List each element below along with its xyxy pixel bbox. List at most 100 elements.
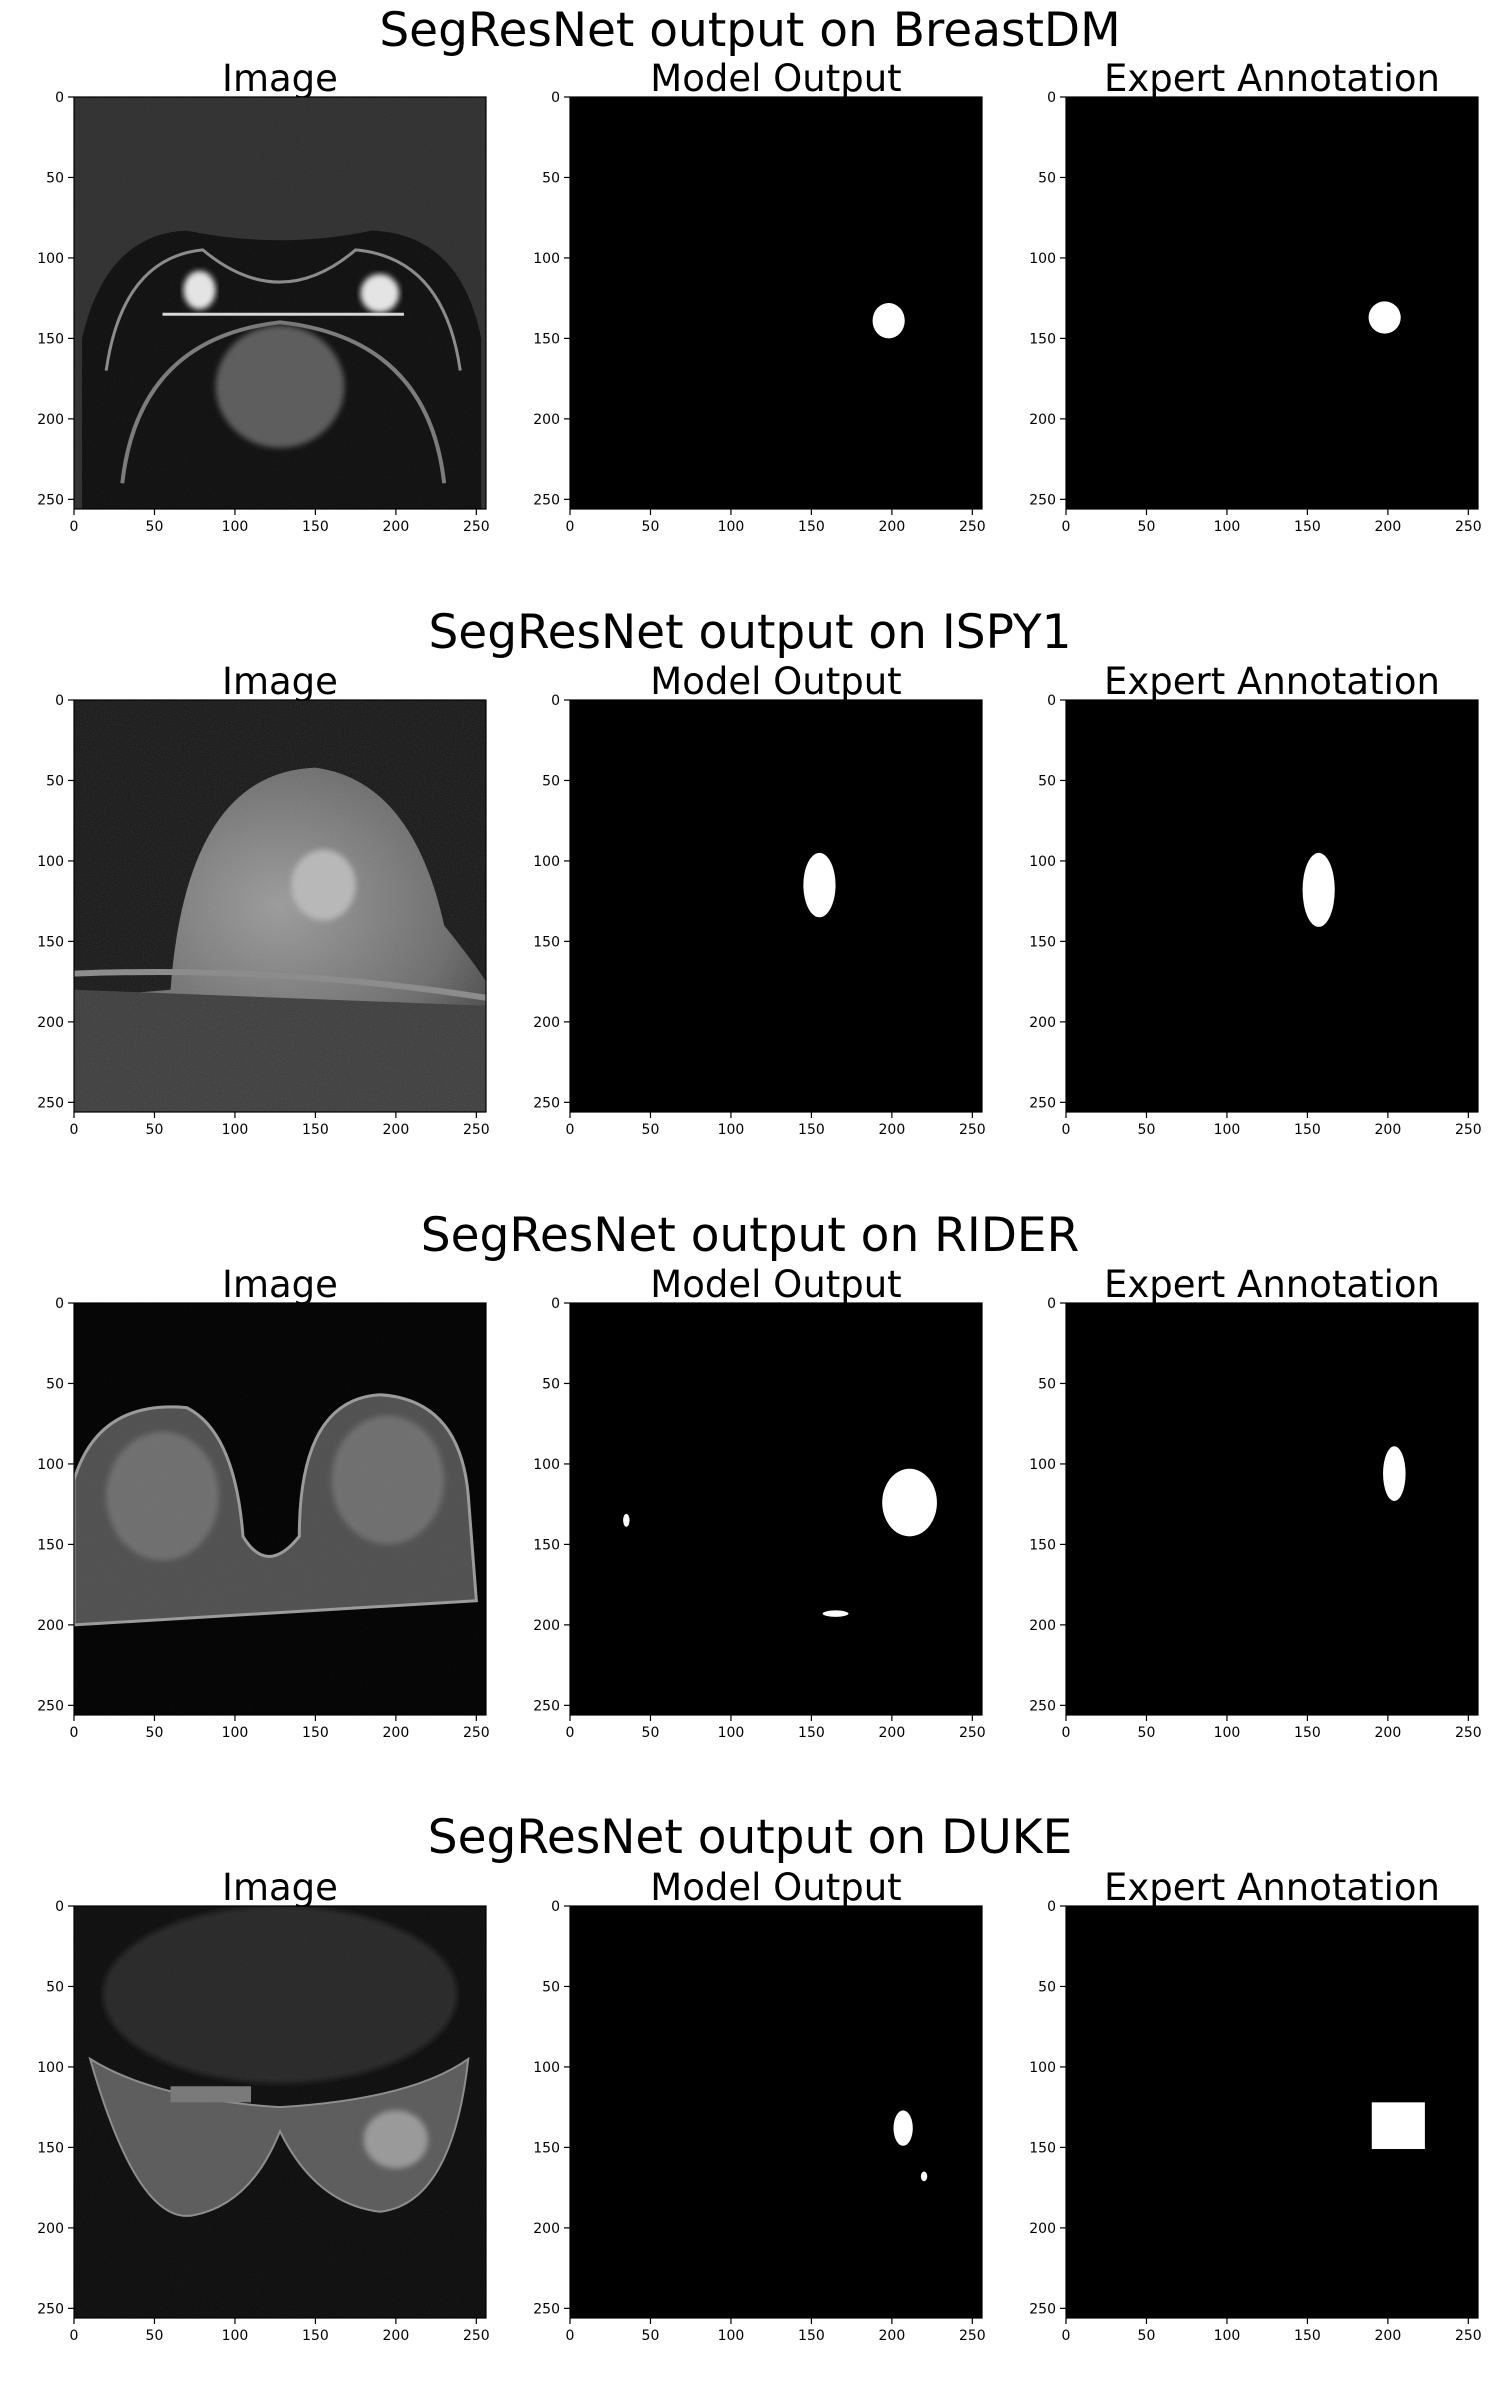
x-tick-label: 250 [1455, 1122, 1482, 1138]
y-tick-label: 150 [37, 2140, 64, 2156]
y-tick-label: 0 [551, 1296, 560, 1312]
x-tick-label: 0 [70, 519, 79, 535]
x-tick-label: 0 [70, 1725, 79, 1741]
panel-mask: Model Output 0 0 50 50 100 100 150 150 200 200 250 2… [533, 57, 985, 535]
panel-mask: Model Output 0 0 50 50 100 100 150 150 200 200 250 2… [533, 660, 985, 1138]
segmentation-box [1371, 2102, 1425, 2150]
y-tick-label: 150 [533, 934, 560, 950]
x-tick-label: 200 [1375, 1122, 1402, 1138]
x-tick-label: 200 [1375, 2328, 1402, 2344]
x-tick-label: 250 [463, 1725, 490, 1741]
x-tick-label: 250 [463, 1122, 490, 1138]
y-tick-label: 250 [1029, 1698, 1056, 1714]
x-tick-label: 200 [879, 1725, 906, 1741]
y-tick-label: 200 [37, 1015, 64, 1031]
panel-title: Model Output [650, 1866, 901, 1909]
segmentation-blob [1368, 301, 1401, 334]
x-tick-label: 0 [1062, 1725, 1071, 1741]
x-tick-label: 100 [1214, 1725, 1241, 1741]
y-tick-label: 250 [37, 492, 64, 508]
x-tick-label: 50 [146, 2328, 164, 2344]
figure-rows: SegResNet output on BreastDM Image 0 0 50 50 1… [37, 3, 1481, 2344]
panel-title: Expert Annotation [1104, 57, 1440, 100]
y-tick-label: 100 [37, 251, 64, 267]
x-tick-label: 50 [146, 1725, 164, 1741]
panel-title: Image [222, 660, 338, 703]
x-tick-label: 50 [642, 519, 660, 535]
y-tick-label: 150 [533, 2140, 560, 2156]
x-tick-label: 0 [70, 2328, 79, 2344]
x-tick-label: 50 [146, 519, 164, 535]
row-3: SegResNet output on DUKE Image 0 0 50 50 100 10… [37, 1810, 1481, 2344]
segmentation-blob [623, 1513, 630, 1527]
y-tick-label: 250 [533, 1698, 560, 1714]
y-tick-label: 50 [542, 170, 560, 186]
y-tick-label: 100 [533, 1457, 560, 1473]
x-tick-label: 50 [1138, 1122, 1156, 1138]
y-tick-label: 50 [1038, 773, 1056, 789]
y-tick-label: 100 [1029, 1457, 1056, 1473]
mask-image [570, 700, 982, 1112]
y-tick-label: 200 [1029, 1015, 1056, 1031]
y-tick-label: 0 [55, 693, 64, 709]
mask-image [1066, 1906, 1478, 2318]
row-0: SegResNet output on BreastDM Image 0 0 50 50 1… [37, 3, 1481, 535]
mask-image [570, 97, 982, 509]
x-tick-label: 0 [566, 1122, 575, 1138]
x-tick-label: 100 [718, 2328, 745, 2344]
x-tick-label: 150 [302, 519, 329, 535]
y-tick-label: 200 [37, 2221, 64, 2237]
y-tick-label: 150 [533, 331, 560, 347]
x-tick-label: 250 [959, 1122, 986, 1138]
y-tick-label: 150 [1029, 331, 1056, 347]
panel-title: Expert Annotation [1104, 1263, 1440, 1306]
x-tick-label: 100 [222, 2328, 249, 2344]
x-tick-label: 100 [718, 1725, 745, 1741]
segmentation-blob [1302, 852, 1335, 927]
y-tick-label: 200 [533, 2221, 560, 2237]
x-tick-label: 200 [879, 1122, 906, 1138]
panel-duke-image: Image 0 0 50 50 100 100 150 150 200 200 250 250 [37, 1866, 489, 2344]
y-tick-label: 250 [533, 492, 560, 508]
panel-mask: Model Output 0 0 50 50 100 100 150 150 200 200 250 2… [533, 1866, 985, 2344]
y-tick-label: 100 [533, 2060, 560, 2076]
x-tick-label: 250 [463, 519, 490, 535]
y-tick-label: 0 [551, 693, 560, 709]
x-tick-label: 200 [1375, 1725, 1402, 1741]
x-tick-label: 150 [302, 1725, 329, 1741]
y-tick-label: 150 [37, 331, 64, 347]
x-tick-label: 250 [959, 1725, 986, 1741]
y-tick-label: 50 [542, 1376, 560, 1392]
x-tick-label: 100 [222, 519, 249, 535]
x-tick-label: 0 [566, 1725, 575, 1741]
mask-image [1066, 700, 1478, 1112]
y-tick-label: 50 [46, 1376, 64, 1392]
axes-frame [1065, 96, 1479, 510]
x-tick-label: 0 [1062, 1122, 1071, 1138]
y-tick-label: 100 [533, 854, 560, 870]
y-tick-label: 50 [46, 773, 64, 789]
x-tick-label: 250 [1455, 2328, 1482, 2344]
axes-frame [1065, 1302, 1479, 1716]
x-tick-label: 150 [1294, 1725, 1321, 1741]
y-tick-label: 250 [1029, 1095, 1056, 1111]
x-tick-label: 150 [798, 2328, 825, 2344]
y-tick-label: 150 [533, 1537, 560, 1553]
y-tick-label: 200 [533, 1015, 560, 1031]
panel-breastdm-image: Image 0 0 50 50 100 100 150 150 200 200 250 250 [37, 57, 489, 535]
y-tick-label: 0 [1047, 90, 1056, 106]
panel-title: Model Output [650, 57, 901, 100]
y-tick-label: 200 [533, 1618, 560, 1634]
x-tick-label: 50 [1138, 1725, 1156, 1741]
x-tick-label: 50 [642, 1122, 660, 1138]
x-tick-label: 100 [718, 519, 745, 535]
y-tick-label: 100 [533, 251, 560, 267]
segmentation-blob [882, 1468, 937, 1537]
x-tick-label: 150 [302, 1122, 329, 1138]
y-tick-label: 150 [1029, 1537, 1056, 1553]
mri-image [74, 1303, 486, 1715]
y-tick-label: 100 [37, 854, 64, 870]
panel-title: Model Output [650, 660, 901, 703]
x-tick-label: 100 [718, 1122, 745, 1138]
y-tick-label: 250 [1029, 492, 1056, 508]
